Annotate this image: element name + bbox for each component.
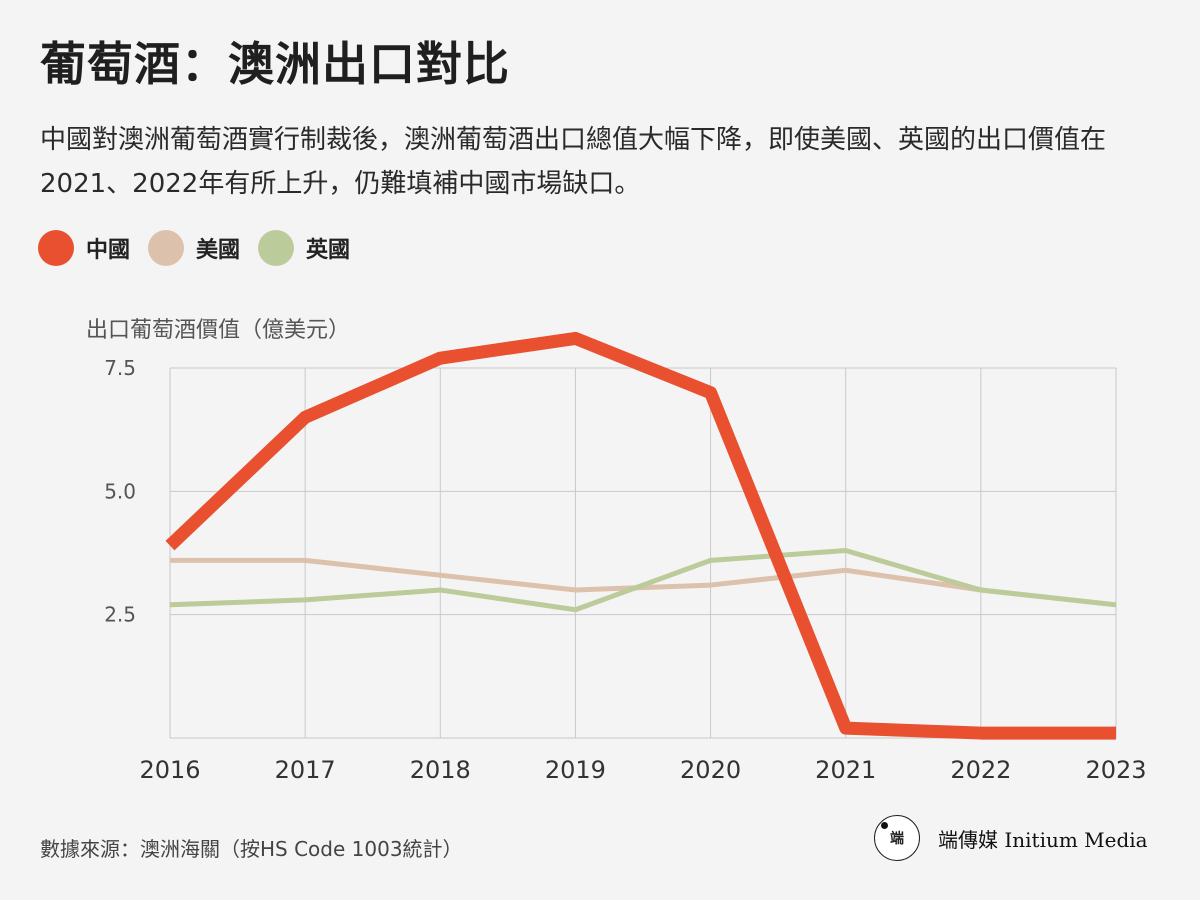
series-line-china xyxy=(165,331,1116,740)
x-tick-label: 2017 xyxy=(275,756,336,784)
legend-swatch-china xyxy=(38,230,74,266)
legend-label-uk: 英國 xyxy=(306,238,351,263)
x-tick-label: 2021 xyxy=(815,756,876,784)
series-line-uk xyxy=(169,548,1117,613)
y-tick-label: 7.5 xyxy=(104,356,136,380)
legend-item-usa: 美國 xyxy=(148,230,240,266)
chart-subtitle: 中國對澳洲葡萄酒實行制裁後，澳洲葡萄酒出口總值大幅下降，即使美國、英國的出口價值… xyxy=(40,125,1107,199)
y-tick-label: 5.0 xyxy=(104,479,136,503)
legend-swatch-usa xyxy=(148,230,185,266)
x-tick-label: 2023 xyxy=(1085,756,1146,784)
y-axis-label: 出口葡萄酒價值（億美元） xyxy=(86,318,351,343)
x-tick-label: 2016 xyxy=(139,756,200,784)
legend-label-china: 中國 xyxy=(86,238,131,263)
brand: 端 端傳媒 Initium Media xyxy=(874,815,1148,861)
brand-name: 端傳媒 Initium Media xyxy=(938,827,1148,852)
x-tick-label: 2018 xyxy=(410,756,471,784)
legend-item-china: 中國 xyxy=(38,230,130,266)
legend: 中國 美國 英國 xyxy=(38,230,354,266)
brand-logo-icon: 端 xyxy=(874,815,920,861)
legend-swatch-uk xyxy=(258,230,295,266)
legend-label-usa: 美國 xyxy=(196,238,241,263)
data-source: 數據來源：澳洲海關（按HS Code 1003統計） xyxy=(40,837,463,861)
y-tick-label: 2.5 xyxy=(104,603,136,627)
chart-title: 葡萄酒：澳洲出口對比 xyxy=(40,37,510,91)
x-tick-label: 2022 xyxy=(950,756,1011,784)
x-tick-label: 2019 xyxy=(545,756,606,784)
x-tick-label: 2020 xyxy=(680,756,741,784)
legend-item-uk: 英國 xyxy=(258,230,350,266)
